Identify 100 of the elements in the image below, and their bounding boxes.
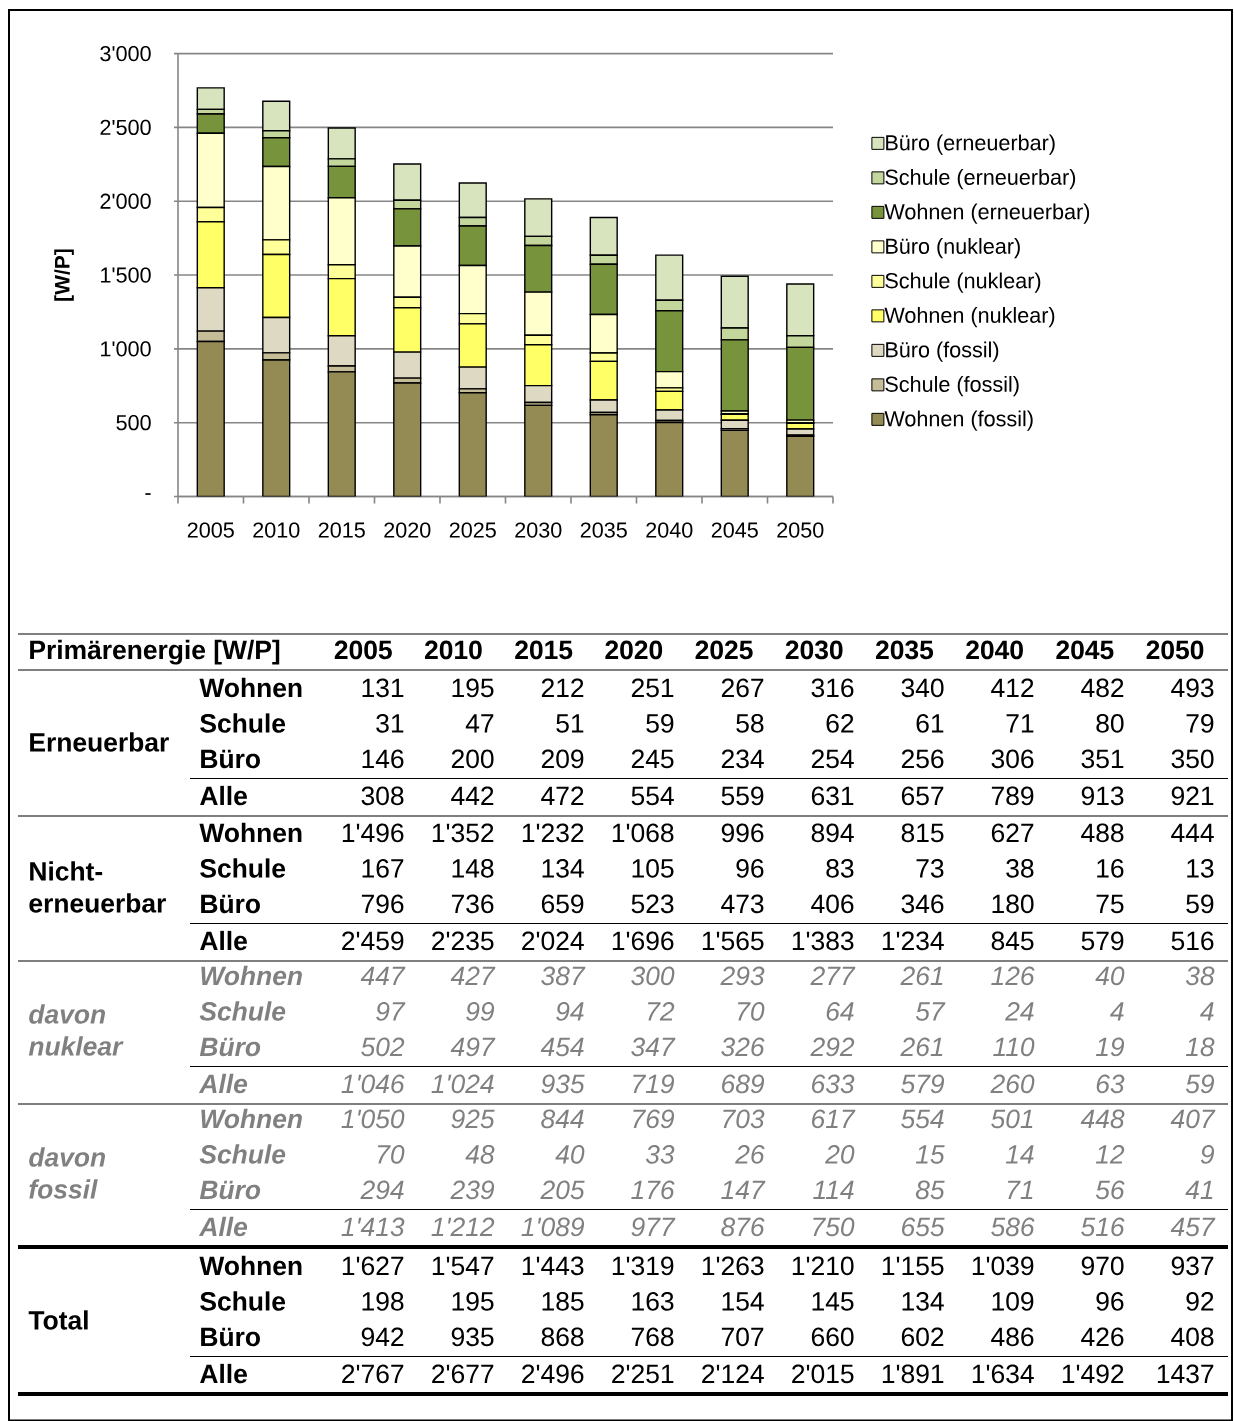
text: 579 xyxy=(1081,931,1124,951)
text: 815 xyxy=(901,823,944,843)
text: 261 xyxy=(900,1037,943,1057)
text: 195 xyxy=(452,678,494,698)
text: 1'068 xyxy=(612,823,674,843)
text: 970 xyxy=(1081,1256,1124,1276)
text: 85 xyxy=(915,1180,945,1200)
text: 96 xyxy=(1096,1292,1124,1311)
text: 114 xyxy=(813,1180,854,1199)
text: 20 xyxy=(825,1145,855,1164)
text: 554 xyxy=(631,786,674,806)
text: 2'496 xyxy=(522,1364,584,1384)
text: 454 xyxy=(540,1037,584,1057)
text: 845 xyxy=(991,931,1034,951)
text: 63 xyxy=(1096,1074,1125,1094)
legend-label: Schule (nuklear) xyxy=(885,272,1041,293)
text: 306 xyxy=(991,749,1034,769)
text: Alle xyxy=(200,930,247,951)
text: 48 xyxy=(465,1145,495,1164)
text: 131 xyxy=(362,678,404,698)
text: 72 xyxy=(647,1002,675,1021)
text: davon fossil xyxy=(29,1147,106,1199)
x-tick-label: 2050 xyxy=(777,522,824,538)
text: 1'232 xyxy=(522,823,584,843)
text: 40 xyxy=(555,1145,585,1164)
text: 789 xyxy=(991,786,1034,806)
text: 627 xyxy=(991,823,1034,843)
text: 921 xyxy=(1171,786,1214,806)
legend-label: Schule (erneuerbar) xyxy=(885,169,1076,190)
text: Wohnen xyxy=(201,1108,302,1129)
text: 935 xyxy=(451,1327,494,1347)
text: 2'251 xyxy=(612,1364,674,1384)
text: 655 xyxy=(902,1217,945,1237)
text: 167 xyxy=(362,859,404,878)
text: 80 xyxy=(1096,714,1124,733)
text: 501 xyxy=(991,1109,1033,1129)
text: 261 xyxy=(900,966,943,986)
text: 1'210 xyxy=(792,1256,854,1276)
text: 61 xyxy=(916,714,944,733)
text: Schule xyxy=(199,1144,286,1164)
text: 894 xyxy=(811,823,854,843)
text: 631 xyxy=(811,786,854,806)
text: 185 xyxy=(542,1292,584,1311)
text: 326 xyxy=(721,1037,765,1057)
x-tick-label: 2020 xyxy=(384,522,431,538)
text: 769 xyxy=(633,1109,675,1129)
text: 15 xyxy=(915,1145,945,1164)
legend-label: Wohnen (fossil) xyxy=(884,410,1033,431)
text: 350 xyxy=(1171,749,1214,769)
text: 316 xyxy=(811,678,854,698)
text: 33 xyxy=(645,1145,675,1164)
text: 913 xyxy=(1081,786,1124,806)
text: 59 xyxy=(646,714,674,733)
text: 1'443 xyxy=(522,1256,584,1276)
text: 251 xyxy=(631,678,674,698)
x-tick-label: 2025 xyxy=(449,522,496,538)
text: 426 xyxy=(1081,1327,1124,1347)
text: 942 xyxy=(361,1327,404,1347)
text: 937 xyxy=(1171,1256,1214,1276)
category-label: 2035 xyxy=(875,640,934,660)
text: 4 xyxy=(1110,1002,1124,1021)
text: 277 xyxy=(810,966,856,985)
text: 105 xyxy=(632,859,674,878)
text: 2'235 xyxy=(432,931,494,951)
text: 516 xyxy=(1171,931,1214,951)
text: 70 xyxy=(737,1002,765,1021)
text: Büro xyxy=(201,749,260,769)
text: 586 xyxy=(991,1217,1035,1237)
text: 47 xyxy=(465,714,494,733)
text: 180 xyxy=(992,894,1034,914)
text: 502 xyxy=(361,1037,405,1057)
text: 482 xyxy=(1081,678,1124,698)
text: 1'050 xyxy=(341,1109,405,1129)
text: 719 xyxy=(633,1074,675,1094)
x-tick-label: 2015 xyxy=(318,522,365,538)
text: 472 xyxy=(541,786,584,805)
text: 1'039 xyxy=(972,1256,1034,1276)
text: 768 xyxy=(631,1327,674,1347)
text: 154 xyxy=(722,1292,764,1311)
text: 996 xyxy=(721,823,764,843)
text: 2'015 xyxy=(792,1364,854,1384)
text: 387 xyxy=(541,966,586,986)
text: 516 xyxy=(1081,1217,1125,1237)
y-tick-label: - xyxy=(145,493,151,495)
text: 488 xyxy=(1081,823,1124,843)
text: Schule xyxy=(200,858,286,878)
text: 579 xyxy=(901,1074,945,1094)
text: 1'627 xyxy=(342,1256,404,1276)
text: 14 xyxy=(1005,1145,1034,1164)
x-tick-label: 2005 xyxy=(187,522,234,538)
text: 486 xyxy=(991,1327,1034,1347)
text: 147 xyxy=(721,1180,766,1199)
text: 633 xyxy=(812,1074,855,1094)
text: 1'383 xyxy=(792,931,854,951)
text: 38 xyxy=(1185,966,1215,986)
text: 254 xyxy=(811,749,854,769)
text: Nicht-erneuerbar xyxy=(29,861,166,913)
text: Primärenergie [W/P] xyxy=(30,639,280,665)
text: 1'024 xyxy=(431,1074,494,1094)
text: Wohnen xyxy=(199,822,302,843)
